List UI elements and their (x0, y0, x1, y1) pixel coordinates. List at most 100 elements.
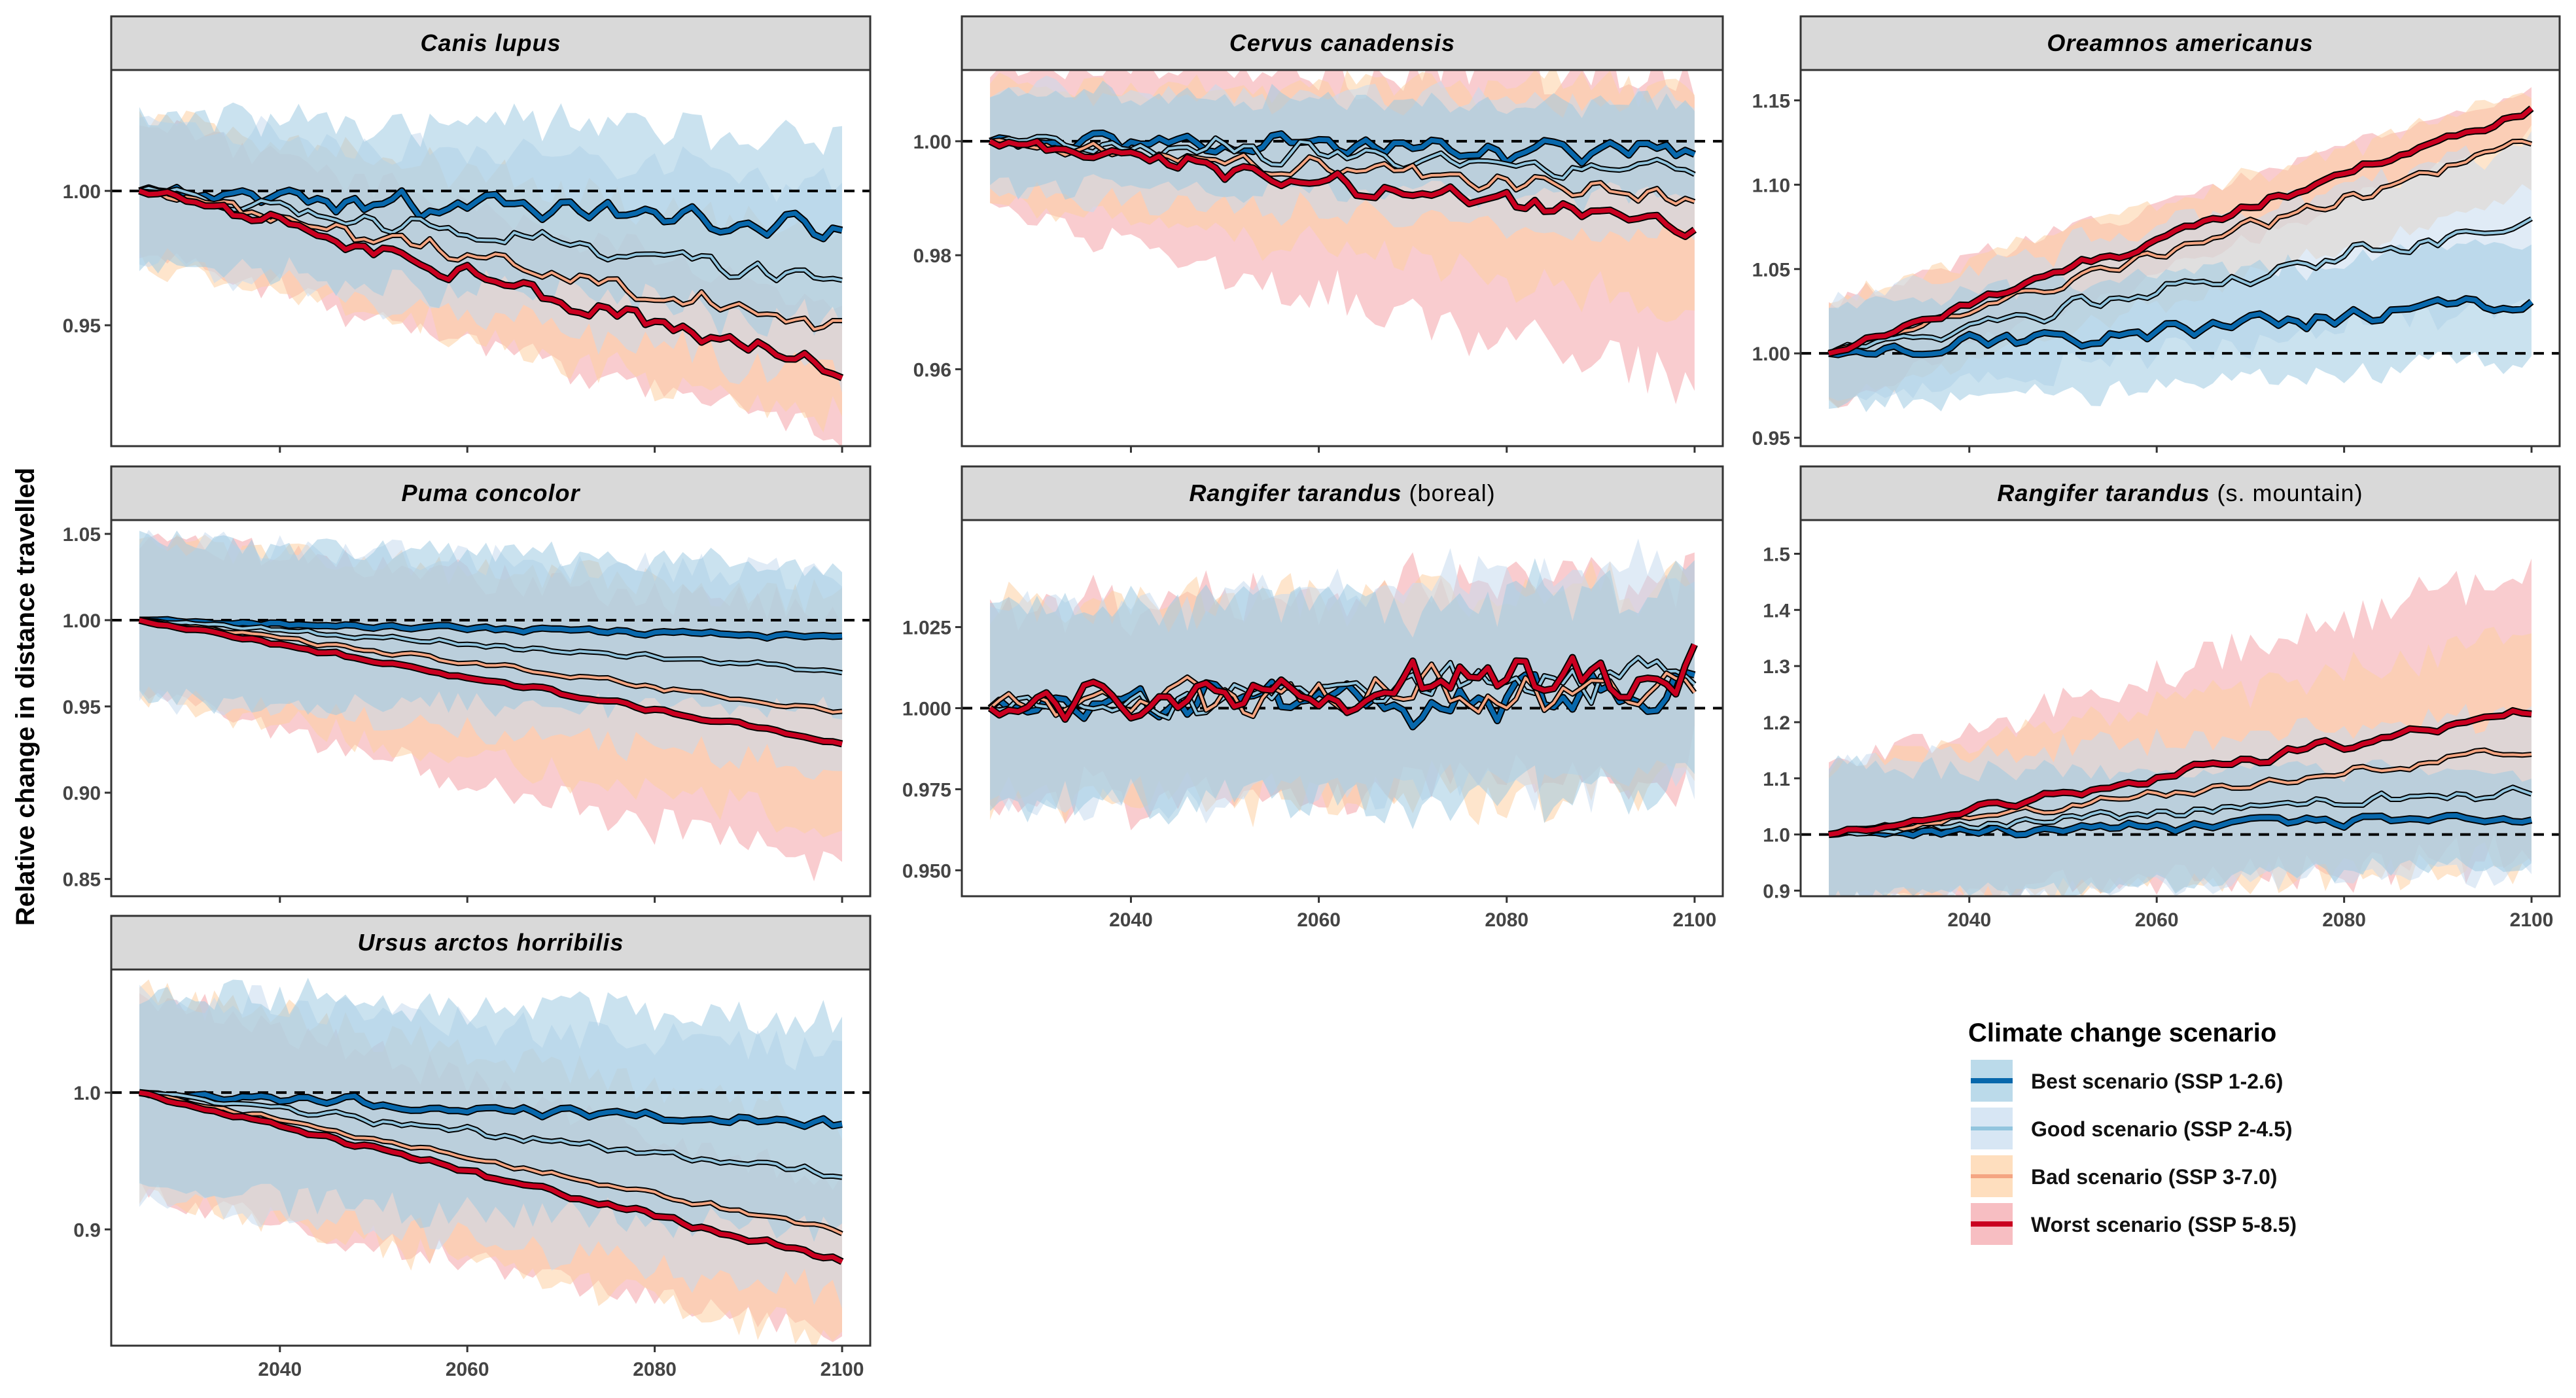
facet-panel: Rangifer tarandus (boreal) 0.950 0.975 1.00… (902, 465, 1724, 931)
y-tick-label: 1.00 (63, 181, 101, 203)
x-tick-label: 2100 (1673, 909, 1717, 931)
y-tick-label: 0.90 (63, 783, 101, 805)
best-scenario-ribbon (139, 102, 842, 338)
plot-area (111, 102, 870, 446)
x-tick-label: 2100 (820, 1359, 864, 1380)
best-scenario-line (138, 185, 843, 241)
y-tick-label: 1.05 (63, 524, 101, 546)
good-scenario-line (139, 1091, 843, 1179)
y-tick-label: 0.950 (902, 860, 951, 882)
y-tick-label: 0.85 (63, 869, 101, 891)
facet-species: Cervus canadensis (1229, 29, 1455, 56)
y-tick-label: 1.0 (1763, 825, 1790, 847)
y-tick-label: 0.95 (63, 697, 101, 718)
legend-title: Climate change scenario (1968, 1019, 2276, 1047)
facet-strip (961, 15, 1724, 71)
good-scenario-line (989, 656, 1696, 720)
facet-strip (110, 15, 872, 71)
x-tick-label: 2060 (1297, 909, 1341, 931)
panel-border (110, 69, 872, 447)
panel-border (110, 519, 872, 898)
facet-panel: Canis lupus 0.95 1.00 (63, 15, 872, 453)
best-scenario-line (139, 1090, 843, 1129)
bad-scenario-line (139, 619, 843, 714)
legend-label: Worst scenario (SSP 5-8.5) (2031, 1213, 2297, 1236)
x-tick-label: 2080 (1485, 909, 1528, 931)
x-tick-label: 2100 (2510, 909, 2554, 931)
y-axis-title: Relative change in distance travelled (11, 468, 40, 926)
facet-species: Canis lupus (420, 29, 561, 56)
facet-panel: Cervus canadensis 0.96 0.98 1.00 (913, 15, 1724, 453)
plot-area (1801, 87, 2560, 412)
bad-scenario-line (1828, 748, 2532, 836)
panel-border (1799, 69, 2561, 447)
facet-title: Ursus arctos horribilis (357, 929, 624, 956)
facet-panel: Puma concolor 0.85 0.90 0.95 1.00 1.05 (63, 465, 872, 903)
legend-label: Bad scenario (SSP 3-7.0) (2031, 1165, 2277, 1189)
y-tick-label: 0.95 (63, 315, 101, 337)
y-tick-label: 1.2 (1763, 712, 1790, 734)
y-tick-label: 1.00 (913, 131, 951, 153)
legend-item-worst: Worst scenario (SSP 5-8.5) (1971, 1203, 2297, 1245)
worst-scenario-line (989, 643, 1697, 722)
good-scenario-line (1828, 786, 2532, 836)
best-scenario-ribbon (990, 80, 1695, 215)
y-tick-label: 1.05 (1752, 259, 1790, 281)
y-tick-label: 1.00 (63, 610, 101, 632)
x-tick-label: 2080 (633, 1359, 677, 1380)
best-scenario-ribbon (990, 558, 1695, 830)
facet-title: Cervus canadensis (1229, 29, 1455, 56)
x-tick-label: 2060 (446, 1359, 489, 1380)
facet-title: Oreamnos americanus (2047, 29, 2313, 56)
facet-strip (110, 915, 872, 971)
facet-panel: Oreamnos americanus 0.95 1.00 1.05 1.10 1.15 (1752, 15, 2561, 453)
panel-border (1799, 519, 2561, 898)
y-tick-label: 1.4 (1763, 600, 1790, 621)
facet-population: (s. mountain) (2210, 480, 2363, 506)
good-scenario-line (139, 186, 843, 282)
y-tick-label: 0.95 (1752, 428, 1790, 449)
y-tick-label: 1.025 (902, 618, 951, 639)
legend-item-good: Good scenario (SSP 2-4.5) (1971, 1108, 2293, 1149)
good-scenario-line (1828, 217, 2532, 355)
good-scenario-line (990, 135, 1695, 180)
legend: Climate change scenario Best scenario (S… (1968, 1019, 2297, 1245)
facet-title: Rangifer tarandus (boreal) (1189, 480, 1495, 506)
plot-area (962, 538, 1723, 831)
bad-scenario-line (139, 1091, 843, 1235)
worst-scenario-line (139, 1090, 843, 1264)
x-tick-label: 2040 (258, 1359, 302, 1380)
facet-title: Canis lupus (420, 29, 561, 56)
x-tick-label: 2040 (1109, 909, 1153, 931)
facet-title: Puma concolor (401, 480, 580, 506)
best-scenario-line (1828, 296, 2533, 357)
y-tick-label: 0.9 (1763, 881, 1790, 902)
legend-item-bad: Bad scenario (SSP 3-7.0) (1971, 1155, 2277, 1197)
y-tick-label: 1.5 (1763, 544, 1790, 565)
y-tick-label: 1.15 (1752, 90, 1790, 112)
facet-population: (boreal) (1402, 480, 1496, 506)
y-tick-label: 1.0 (73, 1083, 101, 1104)
best-scenario-line (139, 617, 843, 640)
panel-border (110, 968, 872, 1347)
best-scenario-line (988, 670, 1695, 729)
worst-scenario-line (1828, 708, 2532, 837)
facet-species: Oreamnos americanus (2047, 29, 2313, 56)
y-tick-label: 0.98 (913, 245, 951, 267)
facet-species: Rangifer tarandus (1189, 480, 1402, 506)
worst-scenario-line (138, 188, 843, 380)
facet-panels: Canis lupus 0.95 1.00 Cervus canadensis 0.96… (63, 15, 2561, 1380)
facet-species: Ursus arctos horribilis (357, 929, 624, 956)
facet-species: Rangifer tarandus (1997, 480, 2210, 506)
facet-species: Puma concolor (401, 480, 580, 506)
y-tick-label: 0.9 (73, 1219, 101, 1241)
worst-scenario-line (139, 618, 843, 746)
y-tick-label: 0.975 (902, 779, 951, 801)
plot-area (111, 977, 870, 1346)
panel-border (961, 69, 1724, 447)
good-scenario-line (139, 619, 843, 674)
facet-title: Rangifer tarandus (s. mountain) (1997, 480, 2363, 506)
best-scenario-line (1828, 813, 2532, 838)
x-tick-label: 2040 (1947, 909, 1991, 931)
